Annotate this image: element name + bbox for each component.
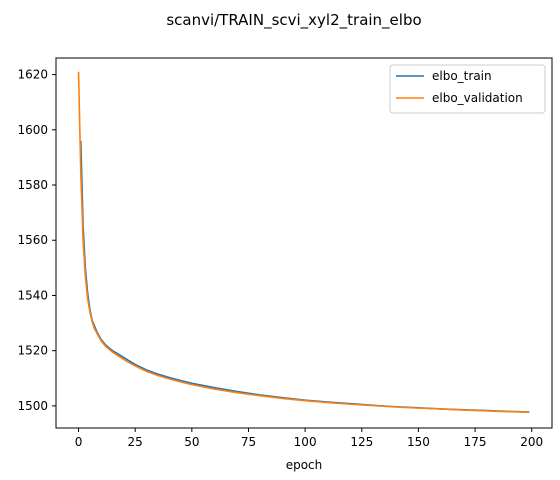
x-tick-label: 25 — [128, 435, 143, 449]
y-tick-label: 1620 — [17, 68, 48, 82]
y-tick-label: 1580 — [17, 178, 48, 192]
legend-box — [389, 64, 546, 114]
x-tick-label: 175 — [464, 435, 487, 449]
x-axis: 0 25 50 75 100 125 150 175 200 — [75, 428, 543, 449]
y-axis: 1500 1520 1540 1560 1580 1600 1620 — [17, 68, 56, 413]
x-tick-label: 75 — [241, 435, 256, 449]
plot-series — [77, 71, 530, 414]
y-tick-label: 1520 — [17, 344, 48, 358]
x-tick-label: 50 — [184, 435, 199, 449]
x-tick-label: 100 — [294, 435, 317, 449]
legend-label-elbo-train: elbo_train — [432, 69, 492, 83]
series-line-elbo-validation — [77, 71, 530, 414]
y-tick-label: 1540 — [17, 288, 48, 302]
x-tick-label: 0 — [75, 435, 83, 449]
x-tick-label: 125 — [350, 435, 373, 449]
chart-title: scanvi/TRAIN_scvi_xyl2_train_elbo — [166, 11, 421, 30]
x-axis-label: epoch — [286, 458, 323, 472]
y-tick-label: 1600 — [17, 123, 48, 137]
legend-label-elbo-validation: elbo_validation — [432, 91, 523, 105]
x-tick-label: 200 — [520, 435, 543, 449]
plot-frame — [55, 57, 553, 429]
y-tick-label: 1560 — [17, 233, 48, 247]
y-tick-label: 1500 — [17, 399, 48, 413]
legend: elbo_train elbo_validation — [389, 64, 546, 114]
x-tick-label: 150 — [407, 435, 430, 449]
